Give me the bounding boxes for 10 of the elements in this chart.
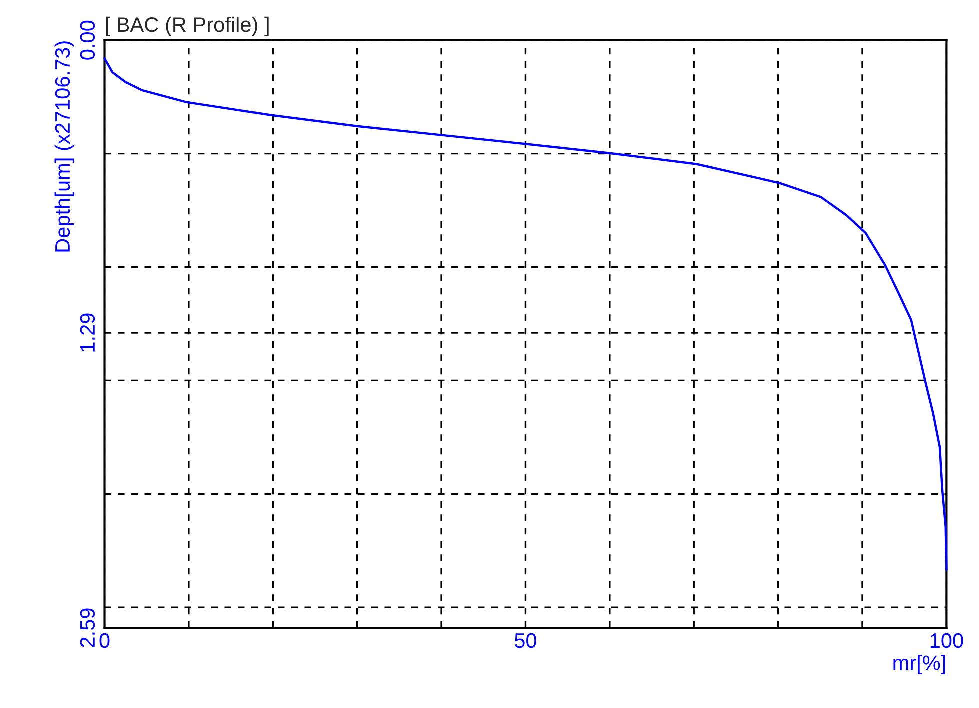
x-tick-label: 0: [100, 633, 110, 648]
y-axis-title: Depth[um] (x27106.73): [54, 42, 74, 252]
x-tick-label: 100: [930, 633, 964, 648]
x-axis-title: mr[%]: [894, 655, 946, 674]
y-tick-label: 1.29: [80, 314, 96, 352]
chart-title: [ BAC (R Profile) ]: [106, 16, 269, 36]
y-tick-label: 2.59: [80, 608, 96, 648]
line-series: [104, 57, 948, 572]
y-tick-label: 0.00: [80, 20, 96, 60]
x-tick-label: 50: [514, 633, 536, 648]
